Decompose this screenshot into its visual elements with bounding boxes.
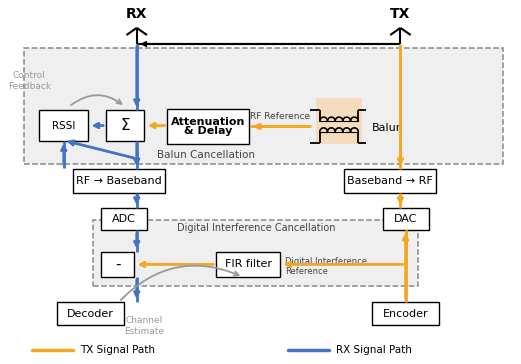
Text: RSSI: RSSI — [52, 120, 76, 131]
FancyBboxPatch shape — [316, 98, 362, 145]
FancyBboxPatch shape — [167, 108, 250, 145]
Text: Σ: Σ — [120, 118, 130, 133]
Text: Digital Interference Cancellation: Digital Interference Cancellation — [177, 223, 335, 233]
Text: Digital Interference
Reference: Digital Interference Reference — [285, 257, 367, 276]
Text: RX: RX — [126, 7, 147, 20]
Text: FIR filter: FIR filter — [225, 260, 271, 269]
FancyBboxPatch shape — [216, 252, 280, 277]
Text: RX Signal Path: RX Signal Path — [337, 345, 412, 356]
FancyBboxPatch shape — [57, 302, 124, 325]
FancyBboxPatch shape — [373, 302, 439, 325]
FancyBboxPatch shape — [24, 48, 503, 164]
Text: Balun: Balun — [373, 123, 404, 133]
Text: & Delay: & Delay — [184, 126, 232, 136]
Text: Attenuation: Attenuation — [171, 117, 245, 127]
FancyBboxPatch shape — [93, 219, 418, 286]
FancyBboxPatch shape — [344, 170, 436, 193]
Text: Encoder: Encoder — [383, 309, 428, 319]
FancyBboxPatch shape — [73, 170, 165, 193]
FancyBboxPatch shape — [101, 208, 147, 230]
FancyBboxPatch shape — [40, 110, 88, 141]
FancyBboxPatch shape — [101, 252, 134, 277]
Text: -: - — [115, 257, 120, 272]
Text: RF → Baseband: RF → Baseband — [76, 176, 162, 186]
Text: Control
Feedback: Control Feedback — [8, 71, 51, 91]
Text: Decoder: Decoder — [67, 309, 114, 319]
FancyBboxPatch shape — [106, 110, 144, 141]
Text: RF Reference: RF Reference — [250, 112, 310, 121]
Text: TX Signal Path: TX Signal Path — [80, 345, 155, 356]
Text: TX: TX — [390, 7, 411, 20]
Text: ADC: ADC — [112, 214, 136, 224]
FancyBboxPatch shape — [382, 208, 429, 230]
Text: Channel
Estimate: Channel Estimate — [125, 316, 165, 336]
Text: Balun Cancellation: Balun Cancellation — [157, 150, 255, 160]
Text: DAC: DAC — [394, 214, 417, 224]
Text: Baseband → RF: Baseband → RF — [348, 176, 433, 186]
